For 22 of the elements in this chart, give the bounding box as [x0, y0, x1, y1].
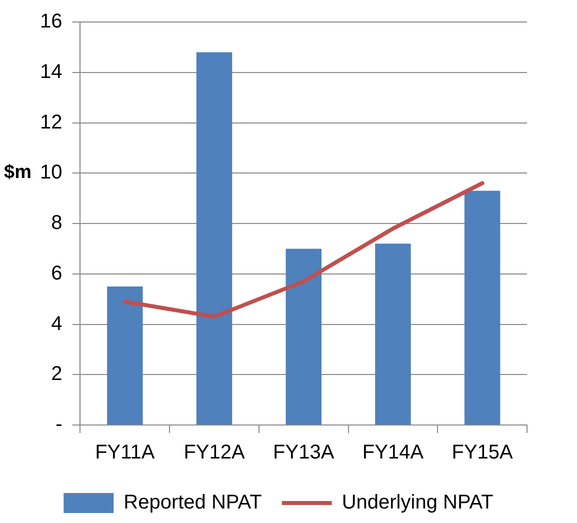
y-tick-label: 2	[51, 363, 62, 386]
x-tick-label: FY14A	[362, 442, 424, 464]
x-tick-label: FY12A	[184, 442, 246, 464]
y-tick-label: 14	[40, 60, 62, 83]
y-axis-title: $m	[4, 162, 32, 184]
x-tick-label: FY13A	[273, 442, 335, 464]
y-tick-label: 6	[51, 262, 62, 284]
x-tick-label: FY11A	[95, 442, 156, 464]
bar	[196, 52, 232, 424]
bar	[107, 286, 143, 424]
legend-label: Underlying NPAT	[342, 492, 494, 514]
legend-label: Reported NPAT	[124, 492, 262, 514]
y-tick-label: -	[56, 414, 62, 436]
y-tick-label: 10	[40, 162, 62, 184]
bar	[375, 244, 411, 424]
y-tick-label: 8	[51, 212, 62, 234]
x-tick-label: FY15A	[452, 442, 514, 464]
y-tick-label: 12	[40, 111, 62, 134]
bar	[286, 248, 322, 424]
y-tick-label: 4	[51, 312, 62, 335]
bar	[464, 190, 500, 424]
y-tick-label: 16	[40, 10, 62, 33]
